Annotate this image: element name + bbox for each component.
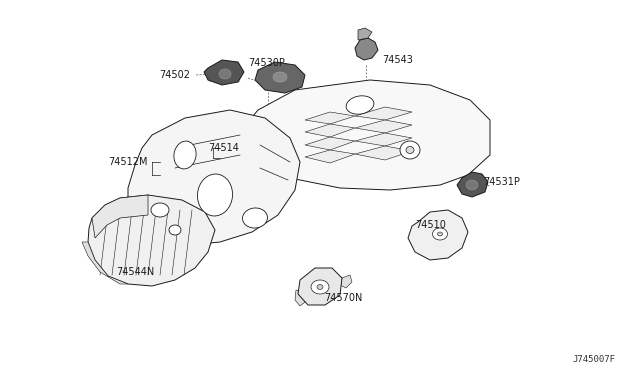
Text: 74531P: 74531P	[483, 177, 520, 187]
Text: J745007F: J745007F	[572, 355, 615, 364]
Text: 74570N: 74570N	[324, 293, 362, 303]
Polygon shape	[355, 107, 412, 120]
Ellipse shape	[273, 72, 287, 82]
Polygon shape	[408, 210, 468, 260]
Ellipse shape	[198, 174, 232, 216]
Polygon shape	[82, 242, 128, 284]
Polygon shape	[355, 120, 412, 133]
Polygon shape	[295, 290, 305, 306]
Polygon shape	[298, 268, 342, 305]
Polygon shape	[255, 62, 305, 93]
Text: 74512M: 74512M	[109, 157, 148, 167]
Ellipse shape	[174, 141, 196, 169]
Polygon shape	[204, 60, 244, 85]
Polygon shape	[245, 80, 490, 190]
Polygon shape	[457, 172, 488, 197]
Ellipse shape	[317, 285, 323, 289]
Ellipse shape	[243, 208, 268, 228]
Ellipse shape	[406, 147, 414, 154]
Ellipse shape	[219, 69, 231, 79]
Polygon shape	[128, 110, 300, 245]
Ellipse shape	[433, 228, 447, 240]
Polygon shape	[305, 137, 355, 150]
Ellipse shape	[311, 280, 329, 294]
Text: 74543: 74543	[382, 55, 413, 65]
Polygon shape	[355, 146, 412, 160]
Polygon shape	[355, 38, 378, 60]
Polygon shape	[340, 275, 352, 288]
Polygon shape	[92, 195, 148, 238]
Ellipse shape	[151, 203, 169, 217]
Ellipse shape	[346, 96, 374, 114]
Polygon shape	[358, 28, 372, 40]
Text: 74502: 74502	[159, 70, 190, 80]
Ellipse shape	[169, 225, 181, 235]
Polygon shape	[305, 150, 355, 163]
Polygon shape	[305, 112, 355, 124]
Text: 74514: 74514	[208, 143, 239, 153]
Ellipse shape	[438, 232, 442, 236]
Text: 74510: 74510	[415, 220, 446, 230]
Text: 74544N: 74544N	[116, 267, 154, 277]
Polygon shape	[355, 133, 412, 146]
Text: 74530P: 74530P	[248, 58, 285, 68]
Polygon shape	[88, 195, 215, 286]
Ellipse shape	[400, 141, 420, 159]
Polygon shape	[305, 124, 355, 137]
Ellipse shape	[466, 180, 478, 190]
